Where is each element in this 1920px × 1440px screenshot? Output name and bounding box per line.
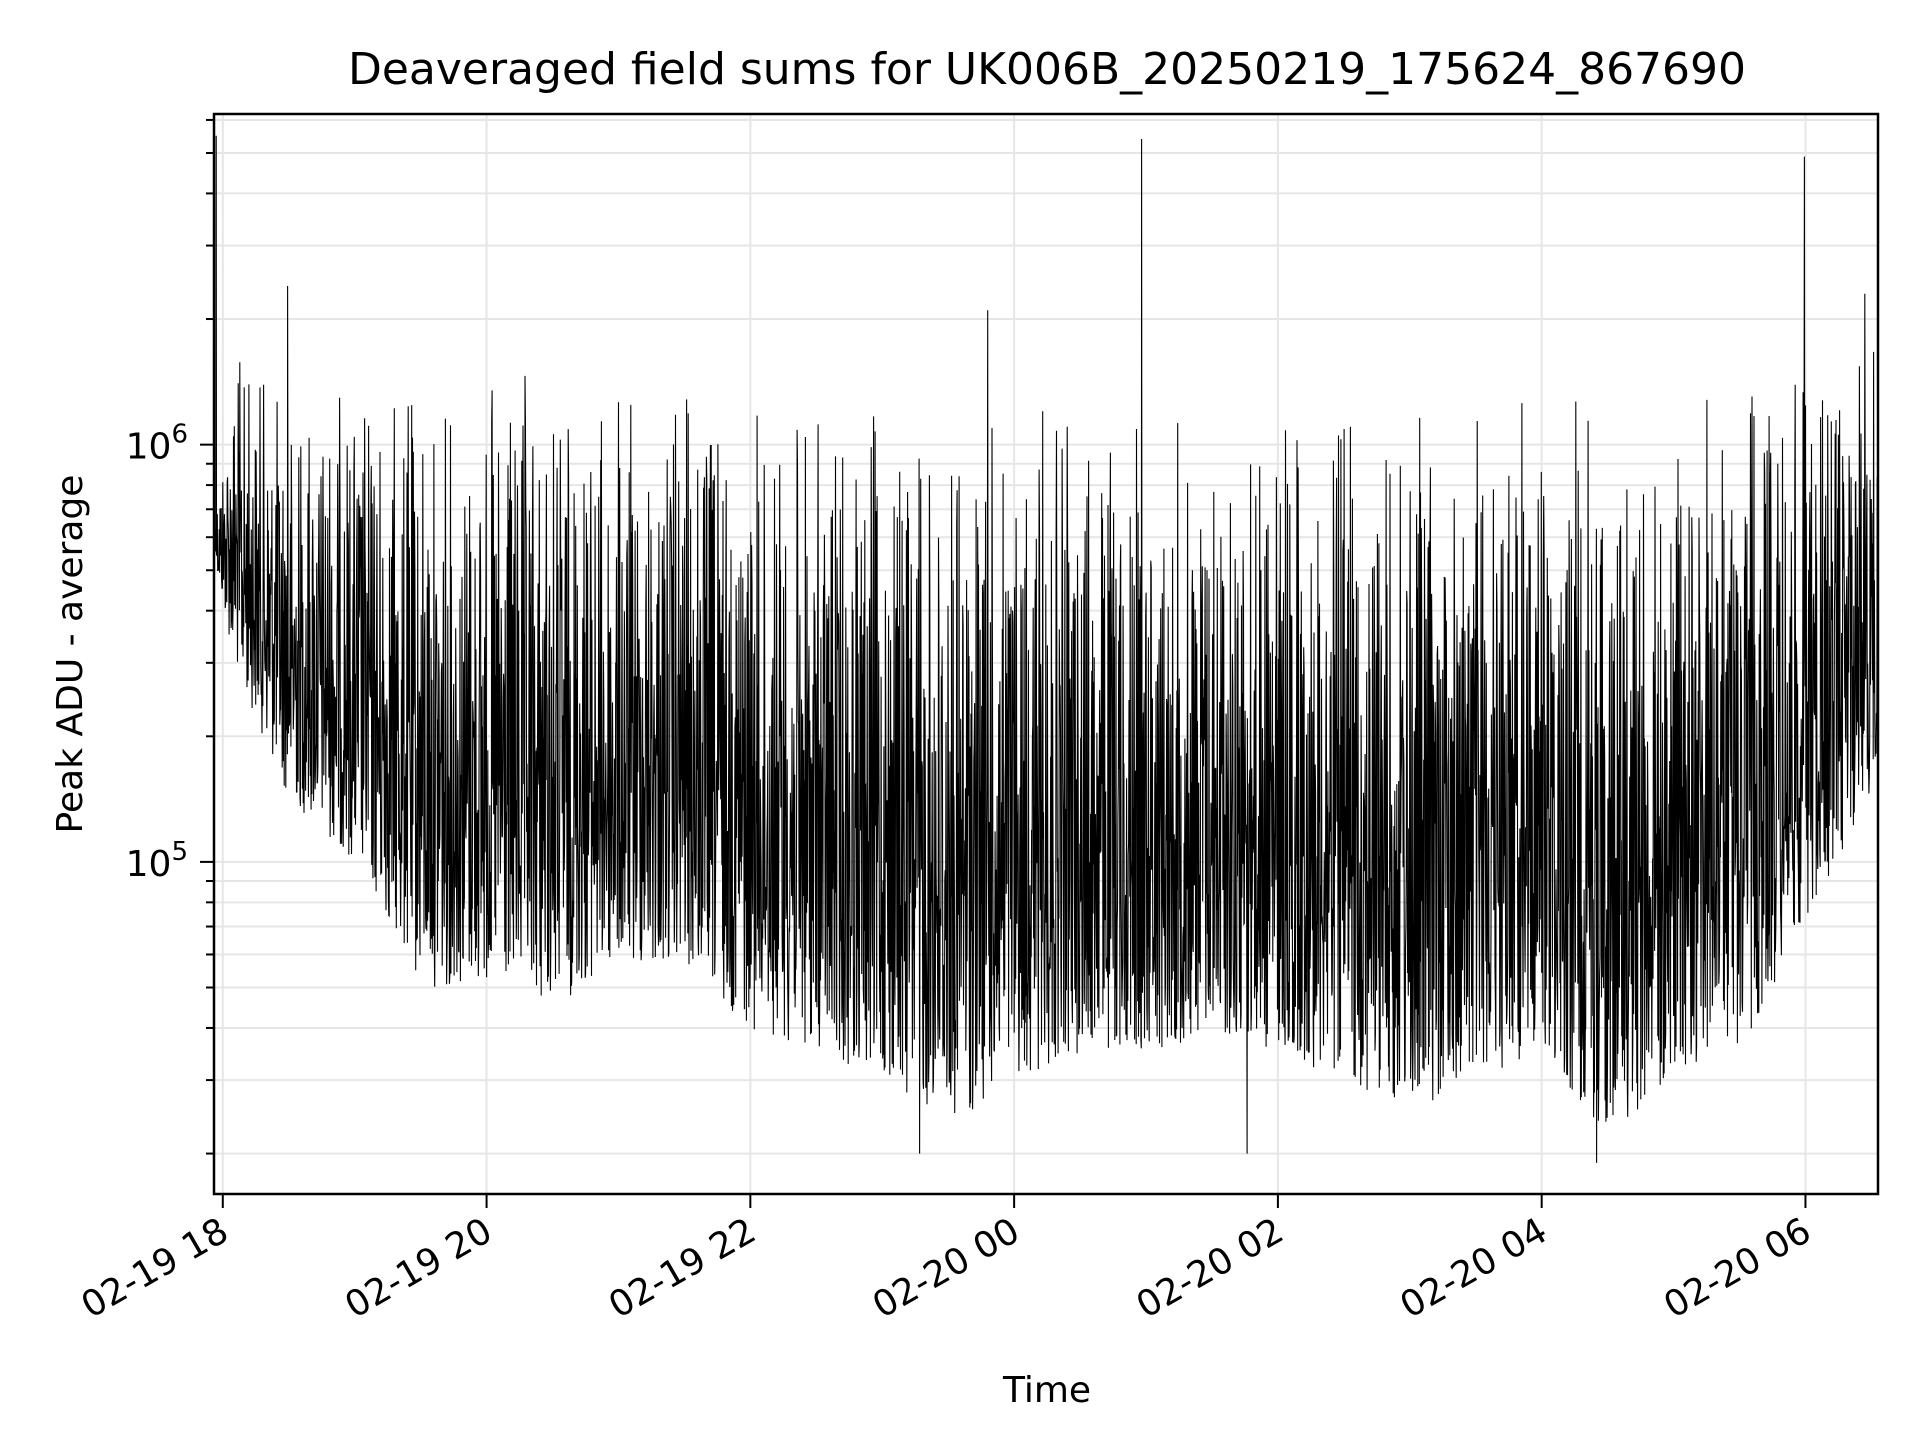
series-line	[214, 135, 1879, 1163]
plot-frame	[212, 112, 1880, 1196]
x-axis-label: Time	[1002, 1370, 1091, 1411]
y-tick-label: 105	[126, 837, 188, 885]
chart-title: Deaveraged field sums for UK006B_2025021…	[348, 44, 1746, 95]
y-axis-label: Peak ADU - average	[50, 475, 91, 834]
data-series	[214, 135, 1879, 1163]
y-tick-label: 106	[126, 420, 188, 468]
